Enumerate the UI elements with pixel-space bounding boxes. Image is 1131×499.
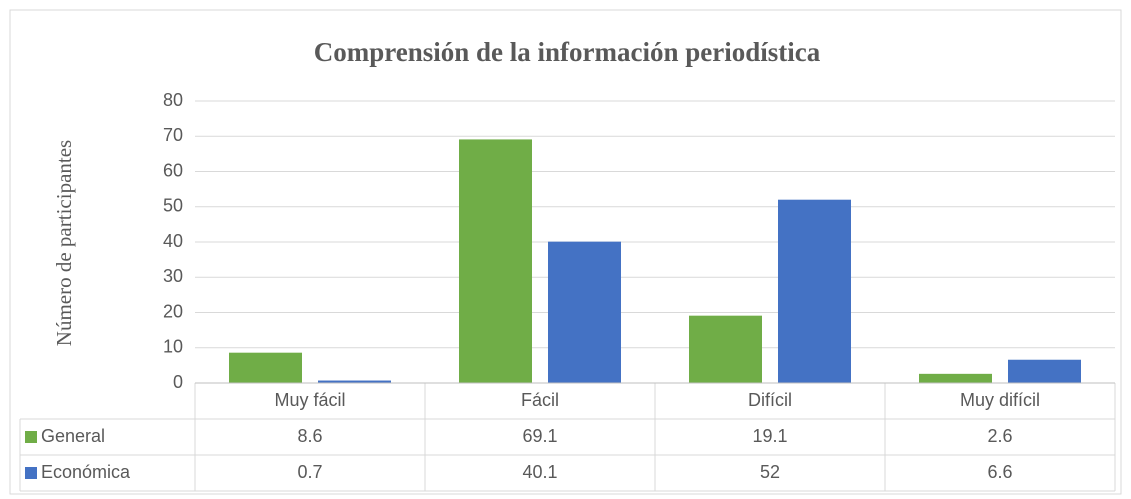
bar xyxy=(318,380,391,383)
legend-label: Económica xyxy=(41,462,131,482)
table-value: 40.1 xyxy=(522,462,557,482)
bar xyxy=(548,241,621,383)
table-value: 0.7 xyxy=(297,462,322,482)
table-value: 2.6 xyxy=(987,426,1012,446)
y-tick-label: 20 xyxy=(163,301,183,321)
y-tick-label: 0 xyxy=(173,372,183,392)
y-axis-label: Número de participantes xyxy=(52,140,76,346)
y-tick-label: 30 xyxy=(163,266,183,286)
y-tick-label: 80 xyxy=(163,90,183,110)
bar xyxy=(778,199,851,383)
table-value: 52 xyxy=(760,462,780,482)
legend-label: General xyxy=(41,426,105,446)
x-tick-label: Muy fácil xyxy=(274,390,345,410)
y-tick-label: 40 xyxy=(163,231,183,251)
table-value: 69.1 xyxy=(522,426,557,446)
bar xyxy=(689,315,762,383)
y-tick-label: 70 xyxy=(163,125,183,145)
x-tick-label: Muy difícil xyxy=(960,390,1040,410)
table-value: 8.6 xyxy=(297,426,322,446)
x-tick-label: Difícil xyxy=(748,390,792,410)
y-tick-label: 60 xyxy=(163,160,183,180)
table-value: 6.6 xyxy=(987,462,1012,482)
bar xyxy=(919,373,992,383)
y-tick-label: 10 xyxy=(163,337,183,357)
x-tick-label: Fácil xyxy=(521,390,559,410)
bar xyxy=(459,139,532,383)
y-tick-label: 50 xyxy=(163,196,183,216)
legend-swatch xyxy=(25,467,37,479)
bar xyxy=(229,352,302,383)
table-value: 19.1 xyxy=(752,426,787,446)
chart-title: Comprensión de la información periodísti… xyxy=(314,37,821,67)
legend-swatch xyxy=(25,431,37,443)
bar xyxy=(1008,359,1081,383)
